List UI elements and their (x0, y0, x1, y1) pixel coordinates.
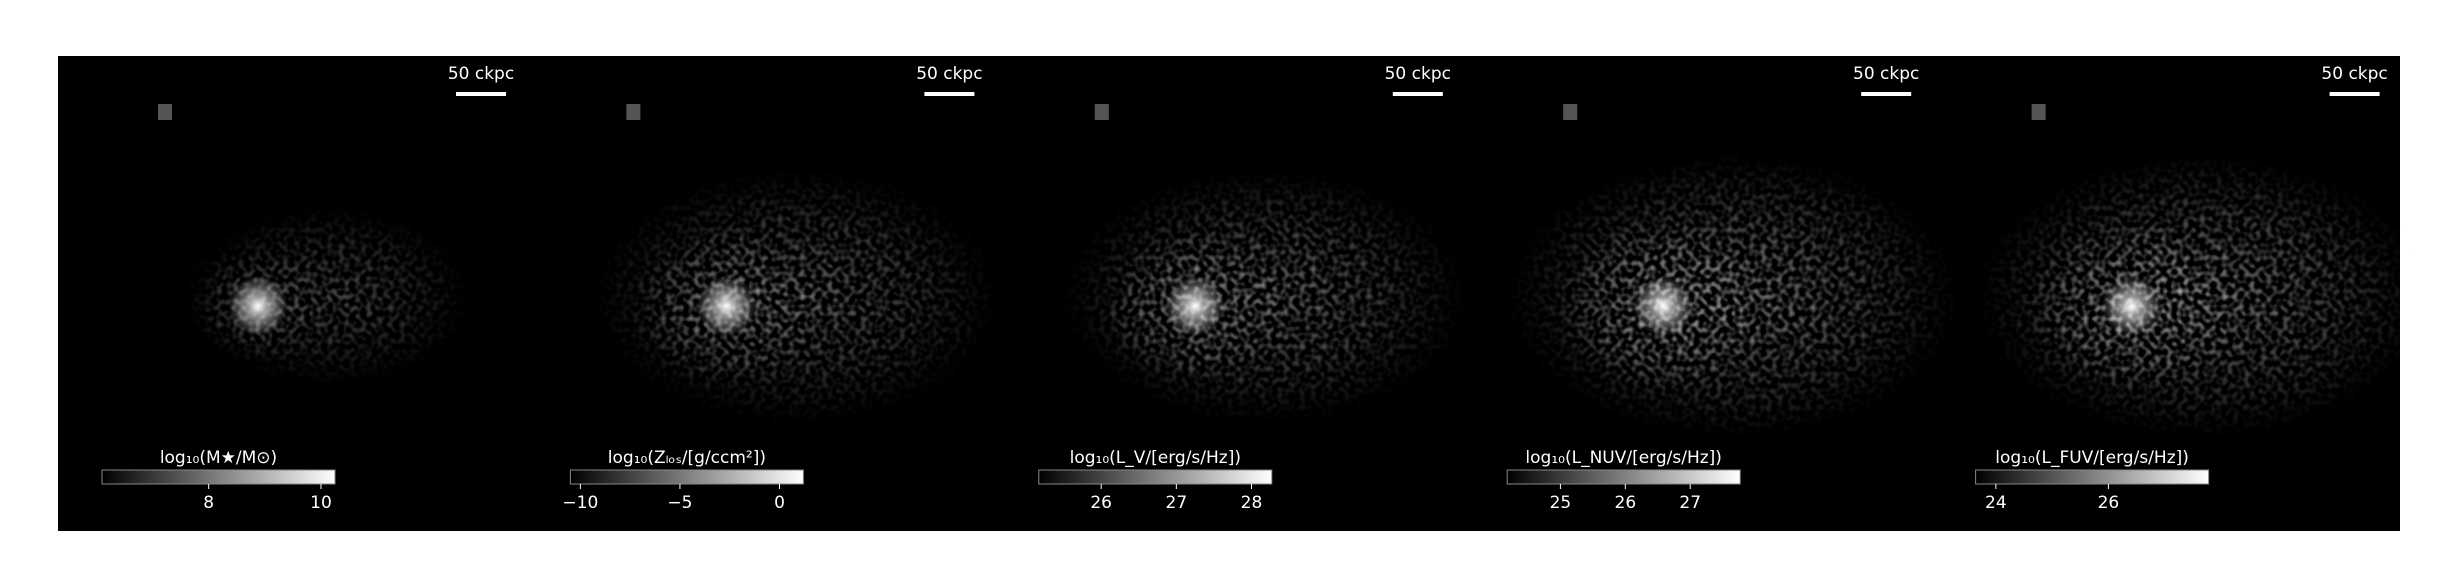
nucleus (228, 276, 288, 336)
nucleus (1164, 276, 1225, 336)
colorbar-tick-label: 8 (203, 493, 214, 513)
nucleus (1633, 276, 1694, 336)
companion (158, 104, 172, 120)
colorbar-tick-label: −5 (667, 493, 692, 513)
galaxy-image (1060, 168, 1469, 424)
colorbar-tick-label: 28 (1241, 493, 1263, 513)
colorbar-label: log₁₀(L_NUV/[erg/s/Hz]) (1525, 448, 1722, 468)
colorbar-label: log₁₀(M★/M⊙) (160, 448, 277, 468)
colorbar-label: log₁₀(L_FUV/[erg/s/Hz]) (1995, 448, 2189, 468)
galaxy-image (1973, 153, 2430, 439)
scalebar-label: 50 ckpc (2321, 64, 2387, 84)
colorbar-label: log₁₀(L_V/[erg/s/Hz]) (1070, 448, 1241, 468)
panel: 50 ckpc log₁₀(M★/M⊙) 8 10 (101, 64, 514, 513)
colorbar-tick-label: 25 (1550, 493, 1572, 513)
colorbar-tick-label: 10 (310, 493, 332, 513)
colorbar (1975, 469, 2210, 485)
nucleus (696, 276, 757, 336)
panel: 50 ckpc log₁₀(L_V/[erg/s/Hz]) 26 27 28 (1038, 64, 1469, 513)
colorbar-tick-label: 26 (2098, 493, 2120, 513)
colorbar (1506, 469, 1741, 485)
colorbar (1038, 469, 1273, 485)
companion (2031, 104, 2046, 120)
colorbar (101, 469, 336, 485)
colorbar-tick-label: −10 (562, 493, 598, 513)
colorbar-tick-label: 26 (1090, 493, 1112, 513)
companion (1563, 104, 1578, 120)
colorbar-tick-label: 27 (1166, 493, 1188, 513)
galaxy-image (592, 168, 1001, 424)
colorbar-tick-label: 26 (1615, 493, 1637, 513)
galaxy-image (1505, 153, 1962, 439)
colorbar-label: log₁₀(Zₗₒₛ/[g/ccm²]) (608, 448, 766, 468)
panel: 50 ckpc log₁₀(L_NUV/[erg/s/Hz]) 25 26 27 (1505, 64, 1962, 513)
scalebar-label: 50 ckpc (1853, 64, 1919, 84)
panel: 50 ckpc log₁₀(L_FUV/[erg/s/Hz]) 24 26 (1973, 64, 2430, 513)
companion (626, 104, 641, 120)
nucleus (2101, 276, 2162, 336)
scalebar-label: 50 ckpc (1385, 64, 1451, 84)
colorbar (569, 469, 804, 485)
companion (1094, 104, 1109, 120)
colorbar-tick-label: 27 (1679, 493, 1701, 513)
colorbar-tick-label: 0 (774, 493, 785, 513)
scalebar-label: 50 ckpc (448, 64, 514, 84)
panel: 50 ckpc log₁₀(Zₗₒₛ/[g/ccm²]) −10 −5 0 (562, 64, 1001, 513)
galaxy-image (184, 206, 472, 386)
scalebar-label: 50 ckpc (916, 64, 982, 84)
colorbar-tick-label: 24 (1985, 493, 2007, 513)
